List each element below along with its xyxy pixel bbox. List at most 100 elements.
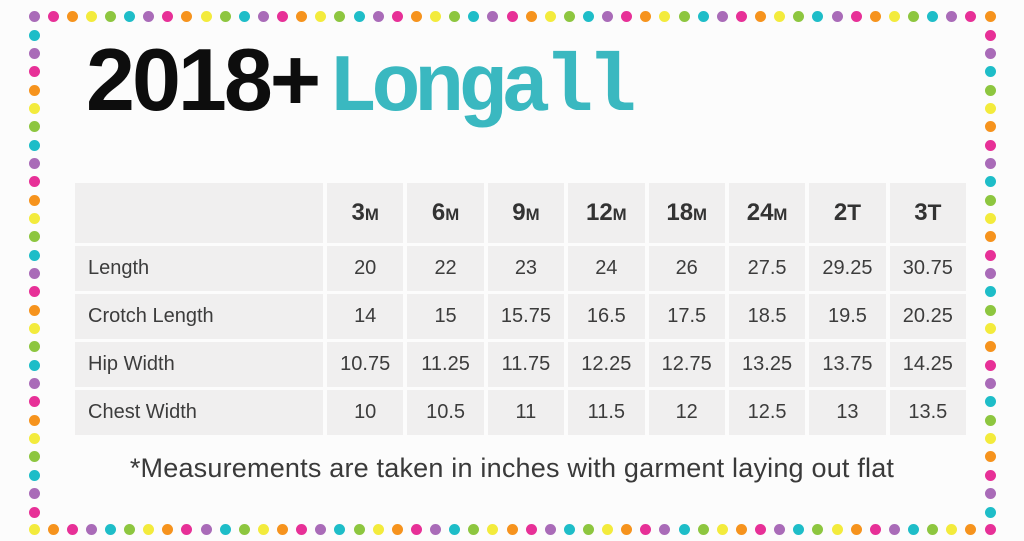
green-border-dot [563, 10, 575, 22]
teal-border-dot [28, 249, 40, 261]
measurement-cell: 23 [487, 246, 565, 291]
yellow-border-dot [28, 523, 40, 535]
pink-border-dot [525, 523, 537, 535]
orange-border-dot [755, 10, 767, 22]
pink-border-dot [850, 10, 862, 22]
green-border-dot [353, 523, 365, 535]
yellow-border-dot [28, 102, 40, 114]
orange-border-dot [984, 231, 996, 243]
yellow-border-dot [774, 10, 786, 22]
measurement-cell: 10.5 [407, 390, 484, 435]
measurement-cell: 15 [407, 294, 484, 339]
row-label: Chest Width [75, 390, 323, 435]
orange-border-dot [28, 84, 40, 96]
title-product: Longall [328, 42, 636, 135]
teal-border-dot [984, 506, 996, 518]
pink-border-dot [984, 359, 996, 371]
purple-border-dot [28, 47, 40, 59]
column-header: 18 M [648, 183, 725, 243]
yellow-border-dot [831, 523, 843, 535]
orange-border-dot [28, 194, 40, 206]
orange-border-dot [525, 10, 537, 22]
orange-border-dot [850, 523, 862, 535]
pink-border-dot [410, 523, 422, 535]
teal-border-dot [124, 10, 136, 22]
green-border-dot [28, 231, 40, 243]
teal-border-dot [28, 29, 40, 41]
pink-border-dot [181, 523, 193, 535]
purple-border-dot [774, 523, 786, 535]
pink-border-dot [984, 523, 996, 535]
green-border-dot [449, 10, 461, 22]
teal-border-dot [219, 523, 231, 535]
green-border-dot [697, 523, 709, 535]
pink-border-dot [391, 10, 403, 22]
purple-border-dot [659, 523, 671, 535]
measurement-cell: 27.5 [728, 246, 806, 291]
measurement-cell: 14 [327, 294, 404, 339]
measurement-cell: 15.75 [487, 294, 565, 339]
yellow-border-dot [984, 323, 996, 335]
measurement-cell: 18.5 [728, 294, 806, 339]
yellow-border-dot [257, 523, 269, 535]
yellow-border-dot [602, 523, 614, 535]
measurement-cell: 22 [407, 246, 484, 291]
measurement-cell: 29.25 [809, 246, 886, 291]
purple-border-dot [984, 378, 996, 390]
pink-border-dot [47, 10, 59, 22]
green-border-dot [334, 10, 346, 22]
orange-border-dot [735, 523, 747, 535]
teal-border-dot [927, 10, 939, 22]
purple-border-dot [984, 47, 996, 59]
orange-border-dot [410, 10, 422, 22]
teal-border-dot [793, 523, 805, 535]
purple-border-dot [372, 10, 384, 22]
yellow-border-dot [659, 10, 671, 22]
orange-border-dot [965, 523, 977, 535]
yellow-border-dot [716, 523, 728, 535]
yellow-border-dot [315, 10, 327, 22]
size-chart-table: 3 M 6 M 9 M 12 M 18 M 24 M 2 T 3 T Length 20 22 23 24 26 27.5 2… [75, 183, 966, 435]
purple-border-dot [487, 10, 499, 22]
measurement-cell: 11.25 [407, 342, 484, 387]
green-border-dot [468, 523, 480, 535]
yellow-border-dot [200, 10, 212, 22]
measurement-cell: 12.5 [728, 390, 806, 435]
measurement-cell: 13.75 [809, 342, 886, 387]
purple-border-dot [716, 10, 728, 22]
measurement-cell: 14.25 [889, 342, 966, 387]
pink-border-dot [296, 523, 308, 535]
orange-border-dot [640, 10, 652, 22]
teal-border-dot [353, 10, 365, 22]
pink-border-dot [28, 66, 40, 78]
purple-border-dot [315, 523, 327, 535]
pink-border-dot [277, 10, 289, 22]
teal-border-dot [334, 523, 346, 535]
yellow-border-dot [946, 523, 958, 535]
teal-border-dot [984, 286, 996, 298]
teal-border-dot [563, 523, 575, 535]
purple-border-dot [946, 10, 958, 22]
measurement-cell: 10.75 [327, 342, 404, 387]
measurement-footnote: *Measurements are taken in inches with g… [129, 453, 895, 483]
purple-border-dot [544, 523, 556, 535]
green-border-dot [984, 194, 996, 206]
pink-border-dot [66, 523, 78, 535]
measurement-cell: 26 [648, 246, 725, 291]
green-border-dot [28, 341, 40, 353]
orange-border-dot [984, 451, 996, 463]
yellow-border-dot [28, 433, 40, 445]
pink-border-dot [28, 286, 40, 298]
pink-border-dot [869, 523, 881, 535]
pink-border-dot [984, 139, 996, 151]
pink-border-dot [28, 506, 40, 518]
yellow-border-dot [888, 10, 900, 22]
teal-border-dot [984, 66, 996, 78]
table-corner-cell [75, 183, 323, 243]
row-label: Hip Width [75, 342, 323, 387]
green-border-dot [984, 84, 996, 96]
yellow-border-dot [544, 10, 556, 22]
pink-border-dot [162, 10, 174, 22]
